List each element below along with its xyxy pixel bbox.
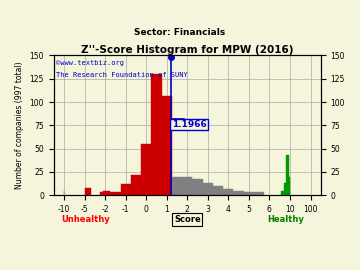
Bar <box>254 193 264 195</box>
Bar <box>192 180 203 195</box>
Bar <box>141 144 151 195</box>
Bar <box>281 191 284 195</box>
Bar <box>131 175 141 195</box>
Bar <box>223 189 234 195</box>
Bar <box>110 192 121 195</box>
Y-axis label: Number of companies (997 total): Number of companies (997 total) <box>15 62 24 189</box>
Bar <box>121 184 131 195</box>
Text: Sector: Financials: Sector: Financials <box>134 28 226 37</box>
Bar <box>234 191 244 195</box>
Bar <box>182 177 192 195</box>
Bar <box>244 193 254 195</box>
Text: Unhealthy: Unhealthy <box>62 215 110 224</box>
Bar <box>167 184 177 195</box>
Bar <box>172 177 182 195</box>
Text: Healthy: Healthy <box>267 215 305 224</box>
Bar <box>289 177 290 195</box>
Title: Z''-Score Histogram for MPW (2016): Z''-Score Histogram for MPW (2016) <box>81 45 293 55</box>
Bar <box>284 183 286 195</box>
Text: 1.1966: 1.1966 <box>172 120 206 129</box>
Bar <box>162 96 172 195</box>
Bar <box>100 193 103 195</box>
Text: ©www.textbiz.org: ©www.textbiz.org <box>57 60 125 66</box>
Text: The Research Foundation of SUNY: The Research Foundation of SUNY <box>57 72 188 78</box>
Bar <box>103 191 110 195</box>
Bar <box>85 188 91 195</box>
Bar <box>286 155 289 195</box>
Bar <box>203 183 213 195</box>
Bar <box>213 186 223 195</box>
Bar <box>151 74 162 195</box>
Text: Score: Score <box>174 215 201 224</box>
